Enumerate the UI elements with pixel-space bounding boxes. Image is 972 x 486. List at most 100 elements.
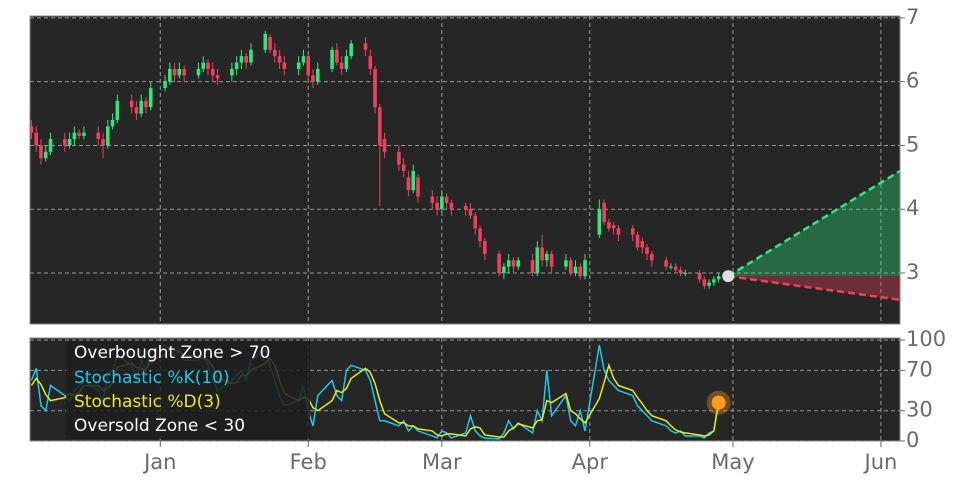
candle-body <box>182 68 186 76</box>
candle-body <box>335 49 339 63</box>
forecast-upper-band <box>728 170 900 277</box>
candle-body <box>144 100 148 108</box>
x-tick-label: Jun <box>863 450 898 474</box>
candle-body <box>172 68 177 76</box>
candle-body <box>697 272 702 280</box>
legend-oversold: Oversold Zone < 30 <box>74 416 245 436</box>
candle-body <box>277 56 282 63</box>
candle-body <box>444 196 449 203</box>
candle-body <box>502 266 506 273</box>
y-tick-label: 6 <box>906 69 919 93</box>
x-tick-label: Feb <box>290 450 327 474</box>
signal-marker <box>711 395 726 410</box>
candle-body <box>282 62 287 69</box>
candle-body <box>96 132 101 140</box>
y-tick-label: 30 <box>906 398 933 422</box>
candle-body <box>234 62 239 69</box>
y-tick-label: 4 <box>906 196 919 220</box>
candle-body <box>339 62 344 69</box>
candle-body <box>669 266 673 268</box>
candle-body <box>602 202 606 222</box>
candle-body <box>630 228 635 235</box>
candle-body <box>673 266 678 270</box>
candle-body <box>110 119 115 127</box>
candle-body <box>549 253 554 267</box>
candle-body <box>397 151 401 165</box>
candle-body <box>349 43 353 57</box>
candle-body <box>29 126 34 133</box>
candle-body <box>263 33 268 50</box>
candle-body <box>344 56 349 69</box>
candle-body <box>139 100 143 114</box>
candle-body <box>712 279 716 283</box>
candle-body <box>473 215 478 229</box>
candle-body <box>382 139 387 152</box>
candle-body <box>406 177 411 191</box>
candle-body <box>210 68 215 76</box>
candle-body <box>134 107 139 114</box>
candle-body <box>449 202 454 210</box>
candle-body <box>568 260 573 273</box>
candle-body <box>215 75 220 79</box>
candle-body <box>702 279 707 286</box>
candle-body <box>468 209 473 216</box>
candle-body <box>416 177 420 197</box>
x-tick-label: May <box>711 450 754 474</box>
forecast-upper-line <box>727 169 901 278</box>
candle-body <box>683 272 688 274</box>
candle-body <box>34 132 38 146</box>
candle-body <box>564 260 568 267</box>
legend-box <box>66 341 310 439</box>
candle-body <box>72 132 77 140</box>
candle-body <box>301 56 306 63</box>
legend-overbought: Overbought Zone > 70 <box>74 343 270 363</box>
candle-body <box>506 260 511 267</box>
candle-body <box>67 139 72 146</box>
legend-d: Stochastic %D(3) <box>74 392 221 412</box>
candle-body <box>368 56 373 69</box>
candle-body <box>373 68 377 108</box>
y-tick-label: 3 <box>906 260 919 284</box>
candle-body <box>196 68 201 76</box>
forecast-lower-band <box>728 276 900 300</box>
candle-body <box>101 139 105 146</box>
candle-body <box>115 100 120 120</box>
candle-body <box>430 196 435 203</box>
candle-body <box>163 81 167 89</box>
forecast-lower-line <box>728 274 901 302</box>
x-tick-label: Jan <box>142 450 176 474</box>
candle-body <box>43 151 48 159</box>
candle-body <box>573 266 578 273</box>
candle-body <box>530 260 535 273</box>
y-tick-label: 5 <box>906 132 919 156</box>
candle-body <box>177 68 182 76</box>
candle-body <box>363 43 368 50</box>
candle-body <box>435 202 439 210</box>
candle-body <box>268 37 272 50</box>
y-tick-label: 0 <box>906 428 919 452</box>
candle-body <box>463 206 468 210</box>
candle-body <box>239 56 244 63</box>
candle-body <box>707 282 711 286</box>
candle-body <box>678 269 683 273</box>
candle-body <box>244 56 248 63</box>
candle-body <box>640 241 645 248</box>
candle-body <box>545 253 549 261</box>
candle-body <box>611 225 616 229</box>
candle-body <box>249 49 253 63</box>
candle-body <box>82 132 86 136</box>
candle-body <box>230 68 234 76</box>
candle-body <box>48 139 53 152</box>
candle-body <box>201 62 206 69</box>
candle-body <box>206 62 210 69</box>
candle-body <box>315 68 320 82</box>
candle-body <box>650 253 654 261</box>
candle-body <box>607 221 611 229</box>
candle-body <box>311 75 315 82</box>
candle-body <box>306 56 311 76</box>
legend: Overbought Zone > 70 Stochastic %K(10) S… <box>66 341 310 439</box>
candle-body <box>401 164 406 171</box>
candle-body <box>578 266 583 277</box>
candle-body <box>148 88 153 108</box>
candle-body <box>63 139 67 146</box>
